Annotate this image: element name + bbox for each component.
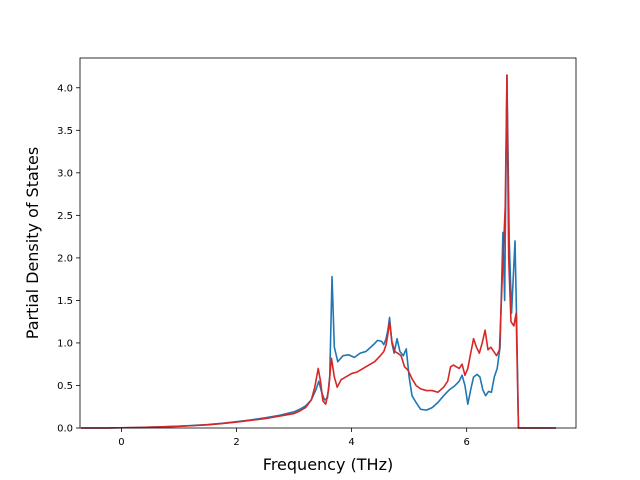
- series-layer: [81, 74, 556, 429]
- y-axis-label: Partial Density of States: [23, 147, 42, 339]
- axes-frame: [79, 57, 577, 429]
- y-tick-label: 0.5: [57, 381, 73, 392]
- x-axis: 0 2 4 6: [118, 428, 470, 448]
- y-tick-label: 0.0: [57, 424, 73, 435]
- x-tick-label: 4: [348, 437, 354, 448]
- x-axis-label: Frequency (THz): [263, 455, 393, 474]
- x-tick-label: 2: [233, 437, 239, 448]
- y-tick-label: 1.0: [57, 338, 73, 349]
- y-tick-label: 3.5: [57, 126, 73, 137]
- x-tick-label: 0: [118, 437, 124, 448]
- y-axis: 0.0 0.5 1.0 1.5 2.0 2.5 3.0 3.5 4.0: [57, 83, 80, 435]
- y-tick-label: 1.5: [57, 296, 73, 307]
- plot-area: [80, 58, 576, 428]
- y-tick-label: 4.0: [57, 83, 73, 94]
- y-tick-label: 3.0: [57, 168, 73, 179]
- y-tick-label: 2.5: [57, 211, 73, 222]
- x-tick-label: 6: [463, 437, 469, 448]
- series-line-2: [81, 74, 556, 429]
- y-tick-label: 2.0: [57, 253, 73, 264]
